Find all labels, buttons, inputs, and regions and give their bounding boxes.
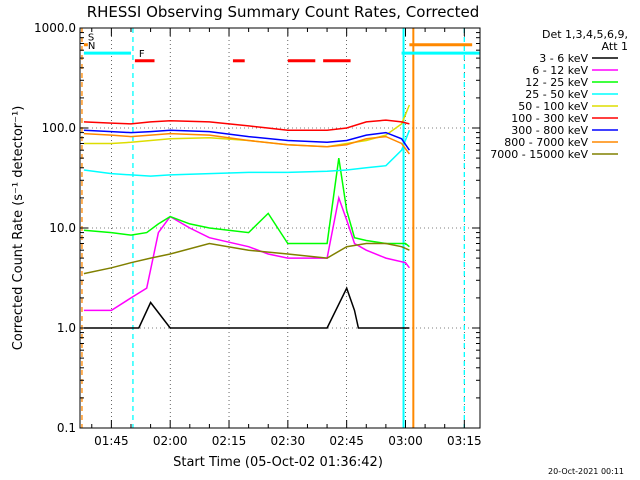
y-tick-label: 1.0 [57,321,76,335]
y-tick-label: 1000.0 [34,21,76,35]
legend-label: 12 - 25 keV [525,76,588,89]
y-tick-label: 0.1 [57,421,76,435]
x-tick-label: 03:00 [388,434,423,448]
footer-timestamp: 20-Oct-2021 00:11 [548,467,624,476]
flag-bar-label: S [88,33,94,44]
legend-label: 7000 - 15000 keV [490,148,588,161]
series-line [83,242,410,275]
legend-label: 3 - 6 keV [539,52,588,65]
series-line [83,119,410,131]
flag-bar-label: F [139,49,145,60]
series-line [83,286,410,329]
x-axis-label: Start Time (05-Oct-02 01:36:42) [173,455,383,470]
x-tick-label: 02:00 [153,434,188,448]
series-line [83,129,411,177]
x-tick-label: 02:30 [271,434,306,448]
flag-bars: SN F [83,33,480,63]
flag-bar-label: N [88,41,95,52]
series-line [83,195,410,312]
axis-ticks: 0.1 1.0 10.0 100.0 1000.0 01:45 02:00 02:15 02:3… [34,21,482,448]
x-tick-label: 03:15 [447,434,482,448]
legend-label: 300 - 800 keV [511,124,588,137]
series-line [83,132,411,155]
legend-title: Att 1 [602,40,628,53]
legend-label: 100 - 300 keV [511,112,588,125]
y-tick-label: 100.0 [42,121,76,135]
chart-title: RHESSI Observing Summary Count Rates, Co… [87,3,480,21]
y-tick-label: 10.0 [49,221,76,235]
x-tick-label: 02:45 [329,434,364,448]
legend-label: 800 - 7000 keV [504,136,588,149]
vertical-markers [81,28,465,428]
legend-title: Det 1,3,4,5,6,9, [542,28,628,41]
series-line [83,157,410,248]
legend-label: 50 - 100 keV [518,100,588,113]
legend-label: 6 - 12 keV [532,64,588,77]
series-line [83,129,411,151]
y-axis-label: Corrected Count Rate (s⁻¹ detector⁻¹) [11,106,26,351]
legend-label: 25 - 50 keV [525,88,588,101]
series-layer [83,104,411,329]
x-tick-label: 01:45 [94,434,129,448]
x-tick-label: 02:15 [212,434,247,448]
